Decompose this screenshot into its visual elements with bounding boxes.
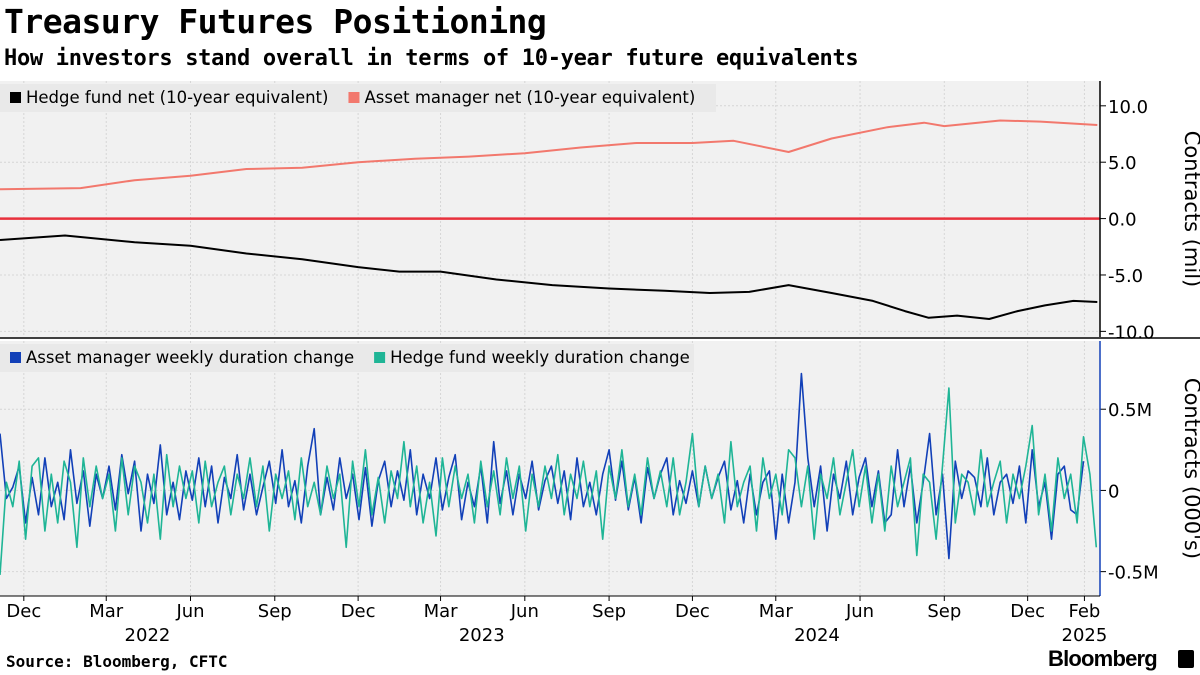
x-tick-label-3: Sep	[258, 601, 292, 622]
x-tick-label-5: Mar	[424, 601, 459, 622]
top-ytick-label-1: 5.0	[1108, 153, 1137, 174]
x-tick-label-10: Jun	[845, 601, 874, 622]
top-plot-background	[0, 81, 1100, 337]
top-ytick-label-4: -10.0	[1108, 322, 1155, 343]
top-series-lines	[0, 119, 1100, 320]
x-tick-label-12: Dec	[1010, 601, 1045, 622]
top-legend-swatch-1	[348, 92, 360, 103]
top-legend-swatch-0	[10, 92, 21, 103]
x-tick-label-11: Sep	[927, 601, 961, 622]
top-legend-label-0: Hedge fund net (10-year equivalent)	[26, 88, 328, 107]
x-year-label-2: 2024	[794, 625, 840, 646]
legends: Hedge fund net (10-year equivalent) Asset…	[0, 84, 716, 372]
brand-logo: Bloomberg	[1048, 646, 1158, 671]
x-tick-label-9: Mar	[759, 601, 794, 622]
bottom-series-lines	[0, 372, 1098, 575]
x-axis: Dec Mar Jun Sep Dec Mar Jun Sep Dec Mar Jun Sep Dec F…	[0, 595, 1108, 646]
brand-badge-icon	[1178, 650, 1194, 668]
top-legend-label-1: Asset manager net (10-year equivalent)	[364, 88, 695, 107]
top-ytick-label-0: 10.0	[1108, 97, 1148, 118]
x-tick-label-13: Feb	[1068, 601, 1100, 622]
source-note: Source: Bloomberg, CFTC	[6, 652, 228, 671]
x-tick-label-1: Mar	[89, 601, 124, 622]
page-title: Treasury Futures Positioning	[4, 2, 547, 41]
bottom-ytick-label-0: 0.5M	[1108, 400, 1152, 421]
top-grid	[0, 81, 1100, 337]
bottom-series-0	[0, 372, 1085, 560]
top-series-1	[0, 119, 1098, 191]
x-year-label-3: 2025	[1062, 625, 1108, 646]
bottom-legend-label-0: Asset manager weekly duration change	[26, 348, 354, 367]
top-ytick-label-3: -5.0	[1108, 266, 1143, 287]
top-y-axis-label: Contracts (mil)	[1180, 131, 1200, 287]
axes: 10.0 5.0 0.0 -5.0 -10.0 Contracts (mil) 0.5M 0 -…	[1099, 81, 1200, 596]
x-tick-label-7: Sep	[592, 601, 626, 622]
x-tick-label-8: Dec	[675, 601, 710, 622]
x-tick-label-0: Dec	[6, 601, 41, 622]
x-tick-label-6: Jun	[510, 601, 539, 622]
bottom-y-axis-label: Contracts (000's)	[1180, 378, 1200, 559]
top-series-0	[0, 234, 1098, 320]
bottom-legend-label-1: Hedge fund weekly duration change	[390, 348, 690, 367]
bottom-legend-box	[0, 344, 694, 372]
bottom-ytick-label-2: -0.5M	[1108, 563, 1159, 584]
x-tick-label-4: Dec	[341, 601, 376, 622]
top-ytick-label-2: 0.0	[1108, 210, 1137, 231]
x-tick-label-2: Jun	[175, 601, 204, 622]
x-year-label-1: 2023	[459, 625, 505, 646]
bottom-grid	[0, 341, 1100, 596]
page-subtitle: How investors stand overall in terms of …	[4, 46, 859, 71]
x-year-label-0: 2022	[125, 625, 171, 646]
bottom-series-1	[0, 387, 1098, 575]
bottom-legend-swatch-1	[374, 352, 386, 363]
bottom-ytick-label-1: 0	[1108, 481, 1119, 502]
bottom-legend-swatch-0	[10, 352, 21, 363]
